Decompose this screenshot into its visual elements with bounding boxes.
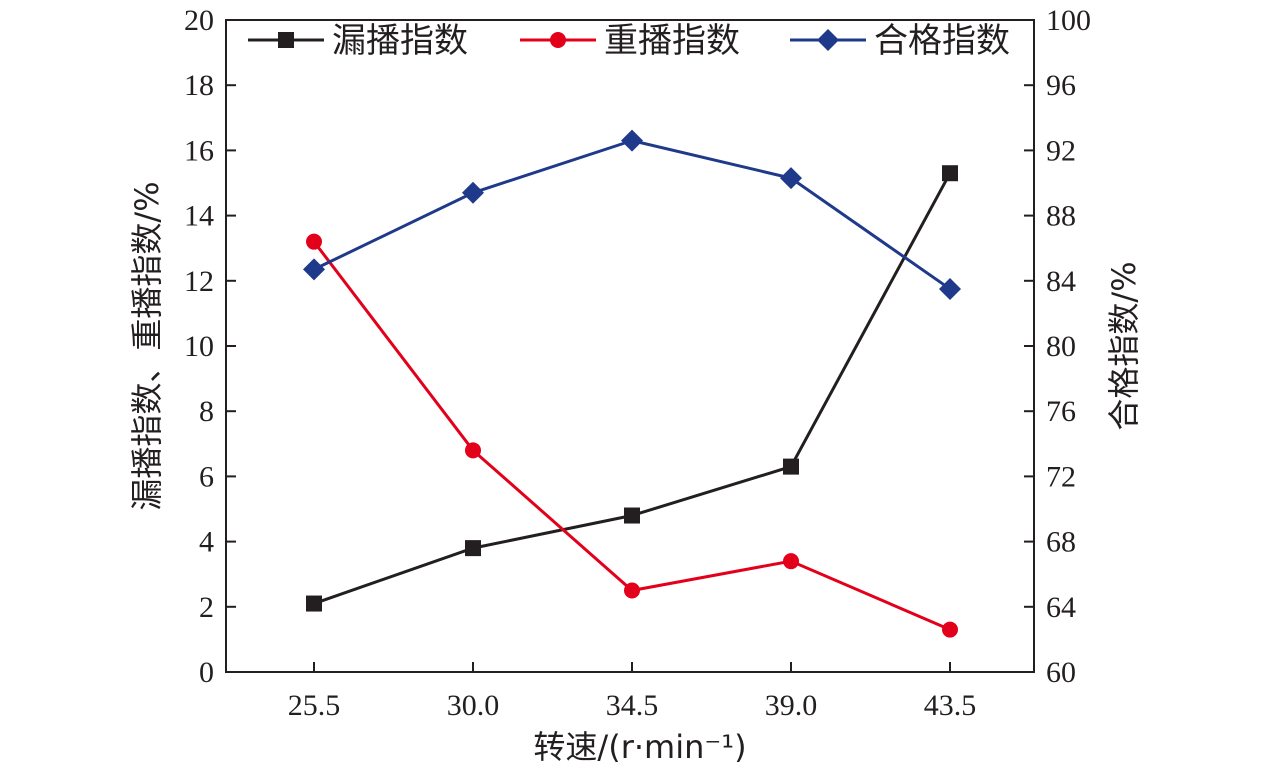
legend-label: 合格指数 bbox=[874, 21, 1010, 61]
legend-marker bbox=[817, 29, 839, 51]
series-2-point bbox=[783, 553, 799, 570]
series-3-point bbox=[621, 129, 643, 152]
right-tick-label: 96 bbox=[1046, 69, 1076, 102]
right-tick-label: 84 bbox=[1046, 265, 1076, 298]
series-3-point bbox=[462, 181, 484, 204]
right-tick-label: 64 bbox=[1046, 591, 1076, 624]
series-1-point bbox=[624, 507, 640, 524]
x-axis-title: 转速/(r·min⁻¹) bbox=[533, 728, 746, 766]
right-tick-label: 80 bbox=[1046, 330, 1076, 363]
left-tick-label: 6 bbox=[199, 460, 214, 493]
legend-marker bbox=[550, 32, 566, 48]
series-1-point bbox=[942, 165, 958, 182]
left-tick-label: 8 bbox=[199, 395, 214, 428]
x-tick-label: 34.5 bbox=[606, 689, 659, 722]
right-tick-label: 76 bbox=[1046, 395, 1076, 428]
series-layer bbox=[303, 129, 961, 638]
right-tick-label: 100 bbox=[1046, 4, 1091, 37]
left-tick-label: 0 bbox=[199, 656, 214, 689]
left-tick-label: 12 bbox=[184, 265, 214, 298]
x-axis: 25.5 30.0 34.5 39.0 43.5 bbox=[288, 662, 977, 722]
x-tick-label: 25.5 bbox=[288, 689, 341, 722]
series-1-point bbox=[783, 458, 799, 475]
right-axis-title: 合格指数/% bbox=[1105, 261, 1143, 430]
left-tick-label: 20 bbox=[184, 4, 214, 37]
series-2-point bbox=[624, 582, 640, 599]
series-line-3 bbox=[313, 139, 951, 291]
left-tick-label: 2 bbox=[199, 591, 214, 624]
series-3-point bbox=[303, 258, 325, 281]
legend: 漏播指数 重播指数 合格指数 bbox=[248, 21, 1010, 61]
legend-label: 漏播指数 bbox=[332, 21, 468, 61]
left-tick-label: 10 bbox=[184, 330, 214, 363]
right-axis: 60 64 68 72 76 80 84 88 92 96 100 bbox=[1024, 4, 1091, 689]
right-tick-label: 72 bbox=[1046, 460, 1076, 493]
series-2-point bbox=[942, 621, 958, 638]
x-tick-label: 39.0 bbox=[765, 689, 818, 722]
left-tick-label: 4 bbox=[199, 526, 214, 559]
left-axis-title: 漏播指数、重播指数/% bbox=[128, 181, 166, 510]
right-tick-label: 68 bbox=[1046, 526, 1076, 559]
series-3-point bbox=[939, 277, 961, 300]
right-tick-label: 92 bbox=[1046, 134, 1076, 167]
series-2-point bbox=[306, 233, 322, 250]
left-tick-label: 16 bbox=[184, 134, 214, 167]
left-tick-label: 14 bbox=[184, 200, 214, 233]
series-2-point bbox=[465, 442, 481, 459]
legend-label: 重播指数 bbox=[604, 21, 740, 61]
legend-marker bbox=[278, 32, 294, 48]
series-1-point bbox=[306, 595, 322, 612]
series-1-point bbox=[465, 540, 481, 557]
x-tick-label: 30.0 bbox=[447, 689, 500, 722]
right-tick-label: 88 bbox=[1046, 200, 1076, 233]
series-3-point bbox=[780, 167, 802, 190]
series-line-1 bbox=[313, 172, 952, 605]
x-tick-label: 43.5 bbox=[924, 689, 977, 722]
left-axis: 0 2 4 6 8 10 12 14 16 18 20 bbox=[184, 4, 236, 689]
plot-frame bbox=[225, 19, 1035, 673]
right-tick-label: 60 bbox=[1046, 656, 1076, 689]
left-tick-label: 18 bbox=[184, 69, 214, 102]
